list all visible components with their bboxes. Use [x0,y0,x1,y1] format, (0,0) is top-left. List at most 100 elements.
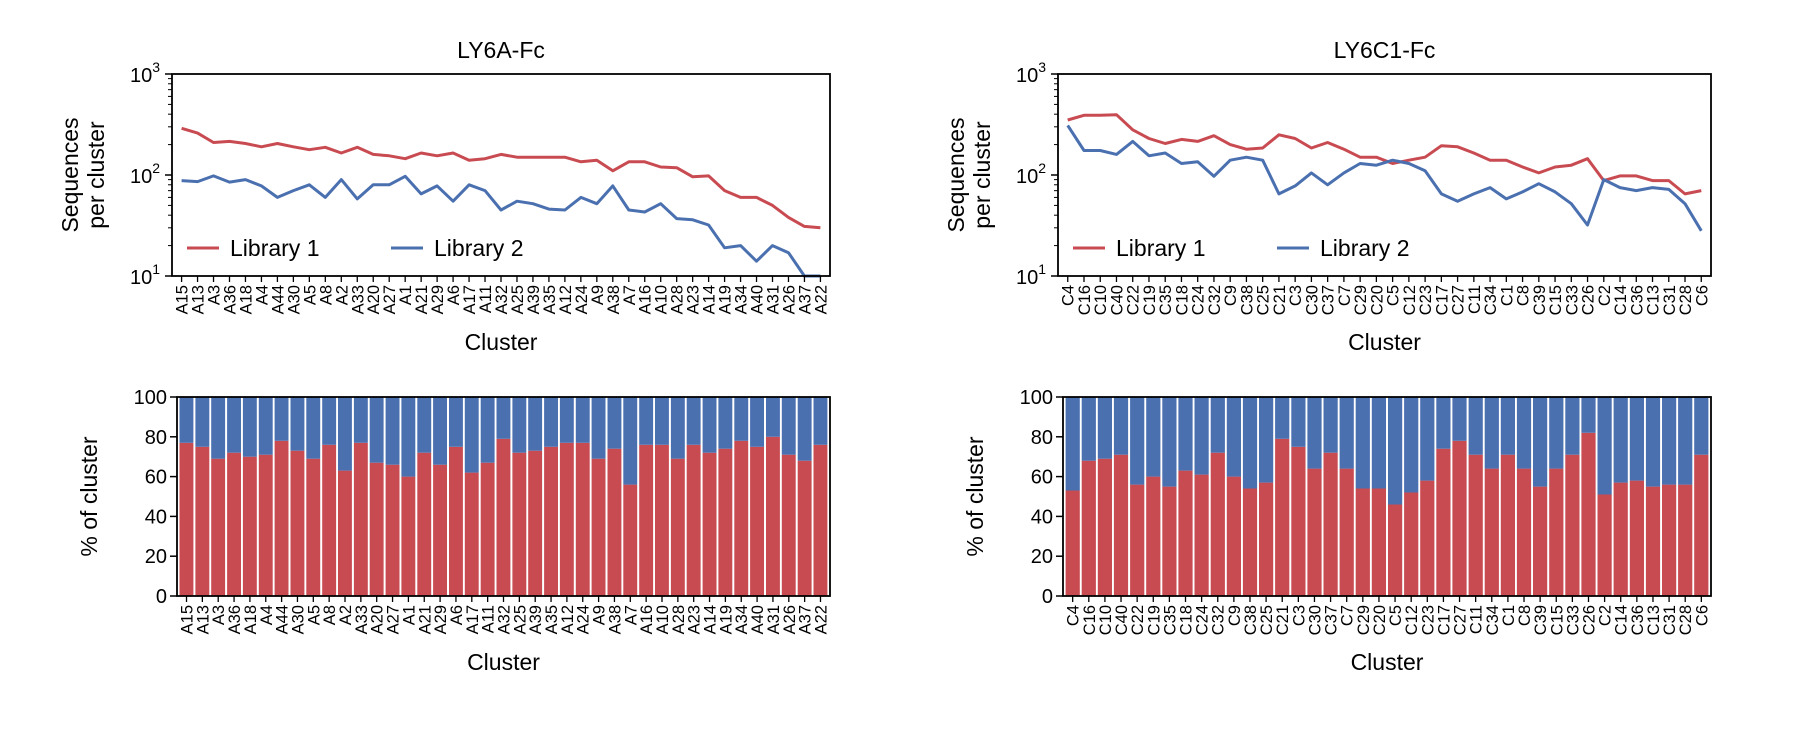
bar-library-1 [401,476,416,596]
bar-library-1 [1436,448,1451,596]
bar-library-2 [1194,397,1209,475]
bar-library-1 [686,444,701,596]
x-tick-label: A36 [222,285,240,314]
x-tick-label: C8 [1516,605,1534,626]
x-tick-label: C14 [1612,285,1630,315]
bar-library-1 [258,454,273,596]
bar-library-2 [401,397,416,477]
bar-library-2 [1162,397,1177,487]
x-tick-label: C26 [1580,285,1598,315]
bar-library-2 [1404,397,1419,493]
bar-library-2 [1355,397,1370,489]
bar-library-2 [1081,397,1096,461]
x-tick-label: C9 [1222,285,1240,306]
x-tick-label: C24 [1190,285,1208,315]
bar-library-2 [322,397,337,445]
series-line-1 [1067,113,1702,196]
bar-library-1 [1194,474,1209,596]
x-tick-label: A5 [305,605,323,625]
x-tick-label: C1 [1498,285,1516,306]
legend-label-1: Library 1 [230,235,319,261]
x-tick-label: A21 [416,605,434,634]
x-tick-label: A24 [575,605,593,634]
x-tick-label: A19 [717,285,735,314]
bar-library-2 [702,397,717,453]
bar-library-2 [1468,397,1483,455]
x-tick-label: A5 [301,285,319,305]
bar-library-2 [464,397,479,473]
bar-library-1 [227,452,241,596]
ly6a-bar-panel: 020406080100A15A13A3A36A18A4A44A30A5A8A2… [76,387,831,675]
y-tick-label: 100 [1020,387,1053,409]
bar-library-2 [195,397,210,447]
bar-library-1 [1500,454,1515,596]
x-tick-label: A9 [589,285,607,305]
x-tick-label: A18 [238,285,256,314]
x-tick-label: A13 [194,605,212,634]
x-tick-label: A28 [669,285,687,314]
x-tick-label: A40 [749,605,767,634]
x-tick-label: A25 [509,285,527,314]
x-tick-label: C38 [1238,285,1256,315]
bar-library-1 [179,442,194,596]
y-tick-label: 60 [145,467,167,489]
x-tick-label: A39 [527,605,545,634]
x-tick-label: C11 [1466,285,1484,314]
bar-library-1 [1275,438,1290,596]
bar-library-1 [464,472,479,596]
x-tick-label: A20 [369,605,387,634]
x-tick-label: A6 [445,285,463,305]
bar-library-1 [1081,460,1096,596]
bar-library-2 [670,397,685,459]
bar-library-1 [417,452,432,596]
x-tick-label: A8 [317,285,335,305]
bar-library-2 [1613,397,1628,483]
legend-label-2: Library 2 [434,235,523,261]
bar-library-1 [512,452,527,596]
y-tick-label: 20 [145,546,167,568]
series-line-2 [1066,124,1703,232]
x-tick-label: C38 [1242,605,1260,635]
bar-library-2 [1097,397,1112,459]
x-tick-label: C16 [1081,605,1099,635]
bar-library-1 [496,438,511,596]
x-tick-label: A20 [365,285,383,314]
x-tick-label: C24 [1194,605,1212,635]
y-tick-label: 102 [130,160,160,188]
y-axis-label: Sequences [57,117,83,232]
x-tick-label: A37 [797,605,815,634]
bar-library-2 [449,397,463,447]
x-tick-label: A16 [638,605,656,634]
bar-library-2 [734,397,749,441]
bar-library-2 [1259,397,1274,483]
series-line-2 [181,174,821,278]
x-tick-label: A18 [242,605,260,634]
bar-library-1 [655,444,669,596]
x-tick-label: C19 [1141,285,1159,315]
bar-library-1 [639,444,654,596]
x-tick-label: A40 [749,285,767,314]
bar-library-2 [781,397,796,455]
x-tick-label: C35 [1161,605,1179,635]
bar-library-2 [575,397,590,443]
x-tick-label: A9 [591,605,609,625]
x-tick-label: A35 [543,605,561,634]
x-tick-label: C22 [1125,285,1143,315]
bar-library-1 [1404,492,1419,596]
bar-library-1 [1339,468,1354,596]
x-tick-label: A21 [413,285,431,314]
x-tick-label: C39 [1532,605,1550,635]
x-tick-label: C23 [1419,605,1437,635]
x-tick-label: C37 [1320,285,1338,315]
x-tick-label: C33 [1564,605,1582,635]
bar-library-1 [781,454,796,596]
bar-library-1 [433,464,447,596]
x-tick-label: A35 [541,285,559,314]
bar-library-1 [1388,504,1403,596]
x-tick-label: C17 [1435,605,1453,635]
x-tick-label: C37 [1323,605,1341,635]
bar-library-1 [1452,440,1467,596]
x-tick-label: C36 [1628,285,1646,315]
x-tick-label: A31 [765,285,783,314]
x-axis-label: Cluster [467,649,540,675]
